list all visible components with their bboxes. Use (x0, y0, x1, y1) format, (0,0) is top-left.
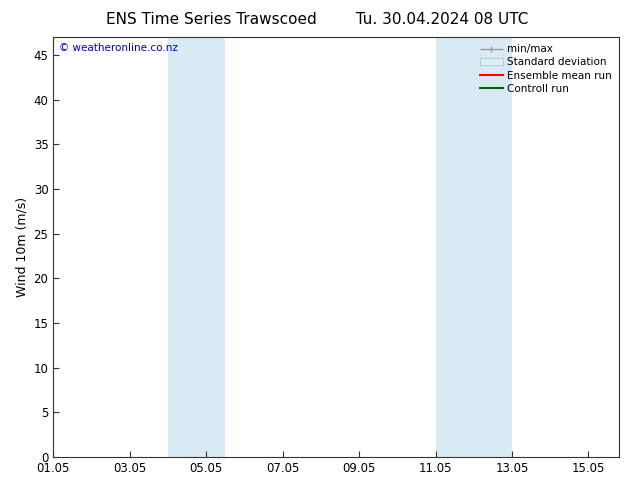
Bar (436, 37, 512, 457)
Text: ENS Time Series Trawscoed        Tu. 30.04.2024 08 UTC: ENS Time Series Trawscoed Tu. 30.04.2024… (106, 12, 528, 27)
Legend: min/max, Standard deviation, Ensemble mean run, Controll run: min/max, Standard deviation, Ensemble me… (478, 42, 614, 96)
Text: © weatheronline.co.nz: © weatheronline.co.nz (59, 43, 178, 53)
Y-axis label: Wind 10m (m/s): Wind 10m (m/s) (15, 197, 28, 297)
Bar (168, 37, 225, 457)
